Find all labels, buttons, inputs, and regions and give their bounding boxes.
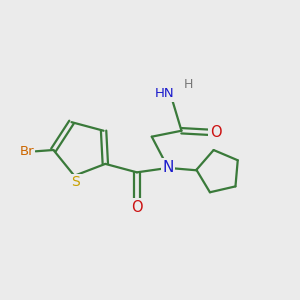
Text: O: O <box>131 200 143 214</box>
Text: O: O <box>210 125 221 140</box>
Text: S: S <box>71 175 80 189</box>
Text: H: H <box>184 78 193 91</box>
Text: HN: HN <box>155 87 174 100</box>
Text: Br: Br <box>20 145 34 158</box>
Text: N: N <box>163 160 174 175</box>
